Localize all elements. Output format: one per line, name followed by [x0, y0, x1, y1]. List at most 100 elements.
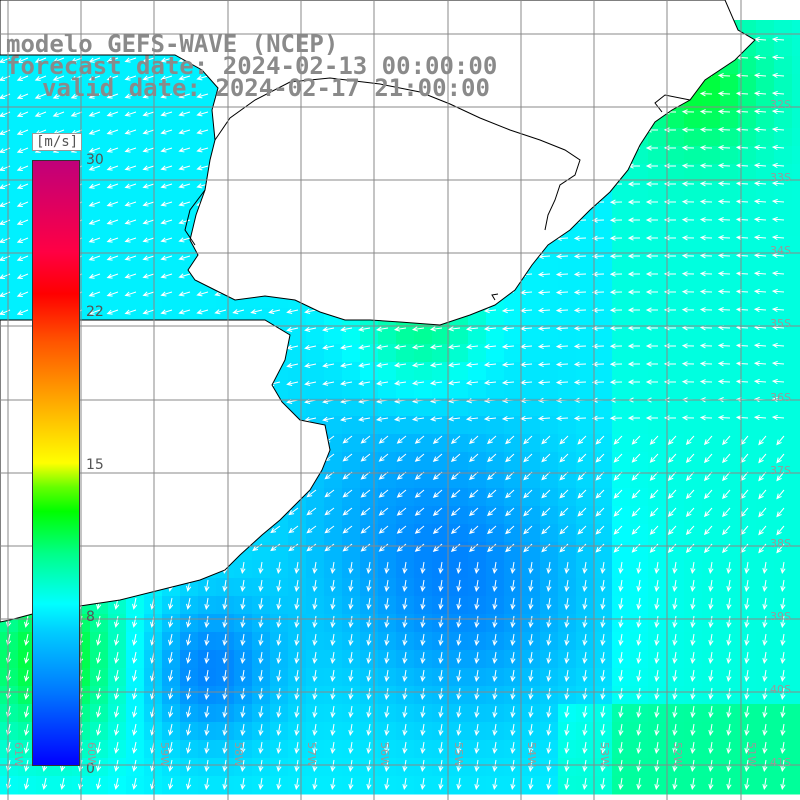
field-cell: [432, 470, 451, 489]
wind-arrow: [160, 75, 173, 81]
field-cell: [342, 524, 361, 543]
wind-arrow: [178, 93, 191, 99]
field-cell: [414, 398, 433, 417]
wind-arrow: [358, 362, 371, 368]
field-cell: [198, 92, 217, 111]
wind-arrow: [294, 651, 300, 665]
wind-arrow: [348, 579, 354, 593]
field-cell: [612, 398, 631, 417]
field-cell: [468, 452, 487, 471]
field-cell: [702, 128, 721, 147]
wind-arrow: [204, 741, 210, 755]
field-cell: [684, 434, 703, 453]
wind-arrow: [384, 723, 390, 737]
longitude-label: 59W: [158, 742, 171, 767]
field-cell: [738, 452, 757, 471]
wind-arrow: [753, 36, 767, 43]
field-cell: [756, 272, 775, 291]
wind-arrow: [258, 705, 264, 719]
wind-arrow: [591, 325, 605, 331]
wind-arrow: [672, 705, 678, 719]
field-cell: [576, 290, 595, 309]
wind-arrow: [555, 307, 569, 313]
field-cell: [792, 452, 800, 471]
wind-arrow: [780, 687, 786, 701]
wind-arrow: [474, 597, 480, 611]
wind-arrow: [106, 201, 119, 207]
wind-arrow: [396, 489, 407, 498]
wind-arrow: [204, 669, 210, 683]
wind-arrow: [510, 561, 516, 575]
wind-arrow: [348, 687, 354, 701]
wind-arrow: [600, 777, 606, 791]
wind-arrow: [142, 111, 155, 117]
field-cell: [108, 92, 127, 111]
wind-arrow: [204, 615, 210, 629]
wind-arrow: [132, 669, 138, 682]
wind-arrow: [438, 687, 444, 701]
field-cell: [144, 92, 163, 111]
field-cell: [144, 200, 163, 219]
wind-arrow: [681, 253, 695, 259]
field-cell: [432, 452, 451, 471]
wind-arrow: [577, 507, 587, 517]
wind-arrow: [564, 741, 570, 755]
wind-arrow: [735, 90, 749, 97]
wind-arrow: [753, 90, 767, 97]
wind-arrow: [492, 651, 498, 665]
field-cell: [720, 380, 739, 399]
field-cell: [306, 488, 325, 507]
wind-arrow: [699, 199, 713, 205]
wind-arrow: [312, 561, 318, 575]
wind-arrow: [690, 615, 696, 629]
wind-arrow: [771, 252, 785, 259]
wind-arrow: [34, 57, 47, 63]
wind-arrow: [753, 180, 767, 187]
wind-arrow: [645, 289, 659, 295]
wind-arrow: [186, 633, 192, 646]
wind-arrow: [582, 687, 588, 701]
field-cell: [648, 362, 667, 381]
wind-arrow: [258, 777, 264, 791]
field-cell: [486, 542, 505, 561]
field-cell: [540, 344, 559, 363]
wind-arrow: [132, 687, 138, 700]
wind-arrow: [595, 453, 605, 463]
wind-arrow: [771, 360, 785, 367]
field-cell: [558, 398, 577, 417]
wind-arrow: [699, 343, 713, 349]
wind-arrow: [240, 561, 246, 575]
wind-arrow: [393, 416, 407, 422]
field-cell: [450, 398, 469, 417]
wind-arrow: [654, 705, 660, 719]
wind-arrow: [735, 198, 749, 205]
colorbar-tick-22: 22: [86, 304, 104, 320]
field-cell: [342, 416, 361, 435]
field-cell: [648, 218, 667, 237]
wind-arrow: [312, 615, 318, 629]
field-cell: [144, 128, 163, 147]
wind-arrow: [312, 723, 318, 737]
wind-arrow: [438, 777, 444, 791]
field-cell: [90, 200, 109, 219]
field-cell: [468, 542, 487, 561]
wind-arrow: [366, 651, 372, 665]
wind-arrow: [142, 129, 155, 135]
wind-arrow: [762, 597, 768, 611]
field-cell: [126, 704, 145, 723]
wind-arrow: [294, 633, 300, 647]
wind-arrow: [744, 597, 750, 611]
field-cell: [594, 254, 613, 273]
wind-arrow: [555, 253, 569, 259]
field-cell: [612, 182, 631, 201]
wind-arrow: [142, 237, 155, 243]
wind-arrow: [762, 561, 768, 575]
field-cell: [432, 434, 451, 453]
wind-arrow: [717, 109, 731, 115]
field-cell: [378, 380, 397, 399]
wind-arrow: [672, 687, 678, 701]
field-cell: [162, 686, 181, 705]
wind-arrow: [600, 723, 606, 737]
wind-arrow: [348, 669, 354, 683]
field-cell: [108, 236, 127, 255]
